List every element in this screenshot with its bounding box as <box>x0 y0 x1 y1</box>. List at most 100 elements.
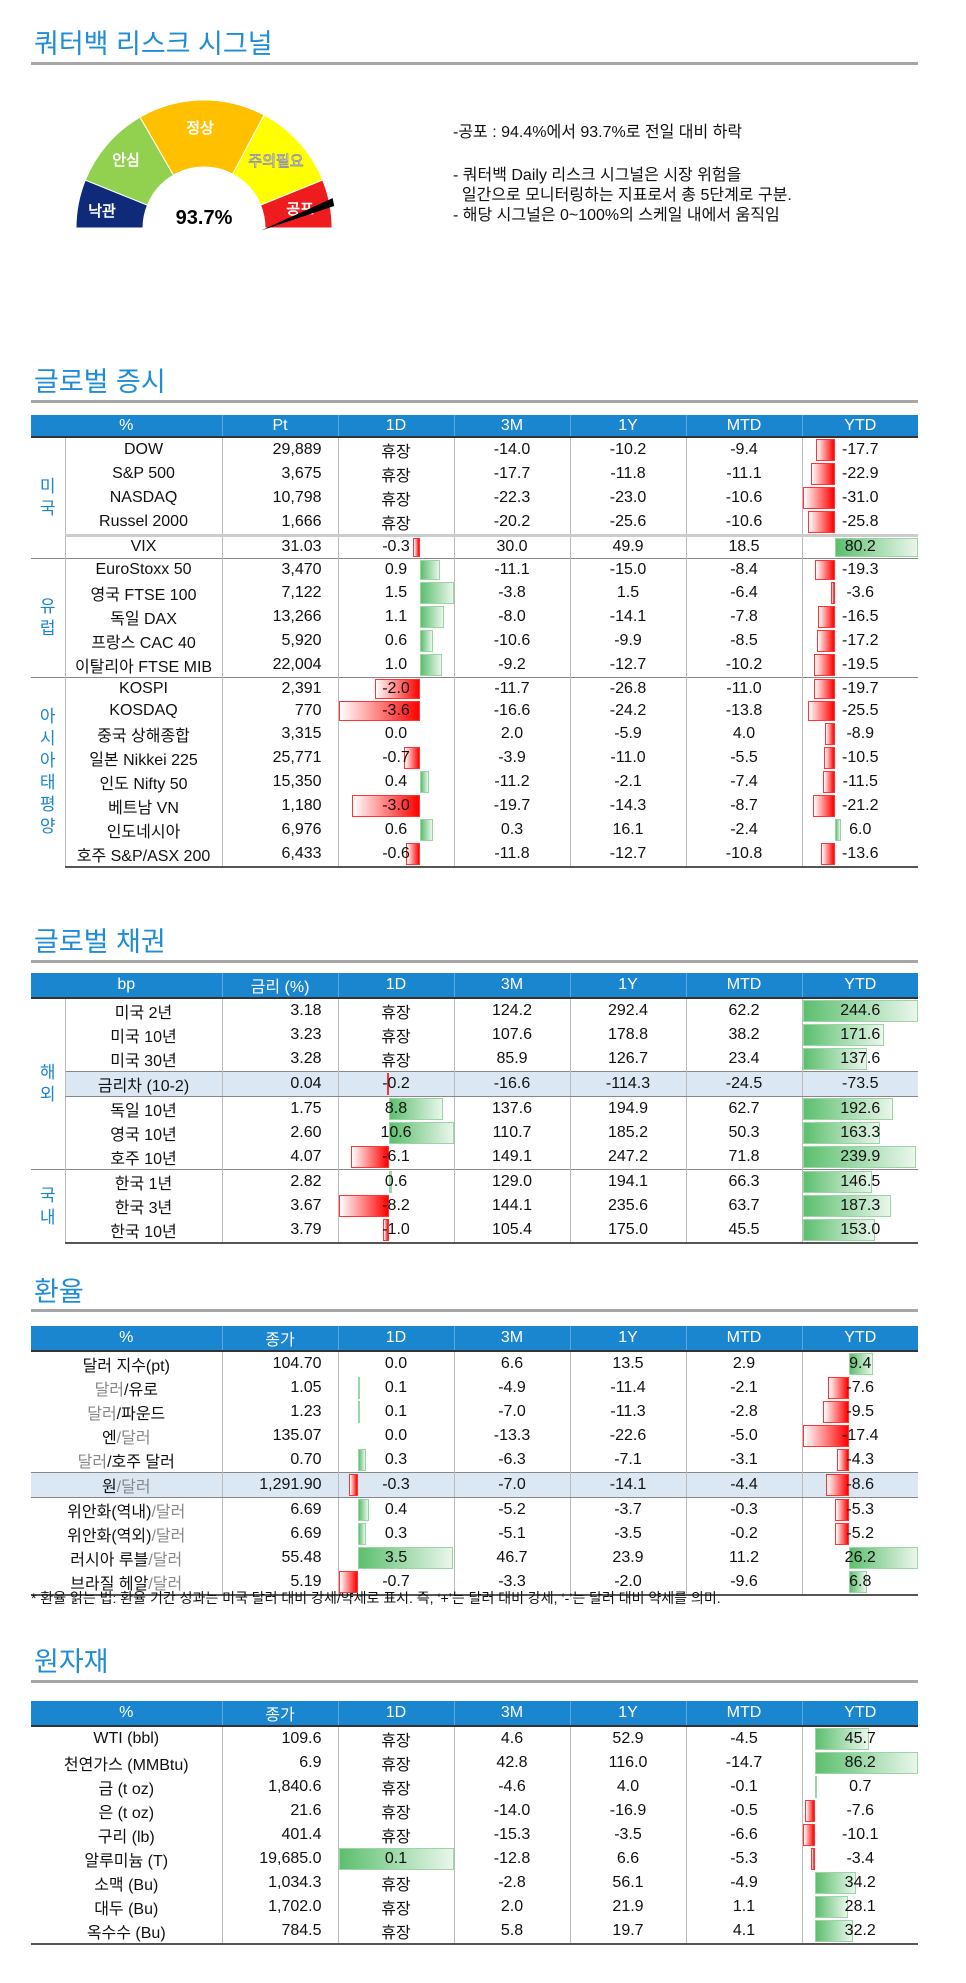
cell-1y: 13.5 <box>569 1351 686 1376</box>
cell-value: 146.5 <box>840 1173 881 1190</box>
cell-value: -1.0 <box>382 1221 410 1238</box>
cell-value: 10.6 <box>380 1124 412 1141</box>
cell-mtd: -0.3 <box>685 1497 802 1522</box>
cell-value: 34.2 <box>844 1874 876 1891</box>
cell-value: -2.0 <box>614 1573 642 1590</box>
cell-3m: -9.2 <box>453 652 571 677</box>
cell-value: -10.6 <box>493 631 531 649</box>
commodities-table: % 종가 1D 3M 1Y MTD YTD WTI (bbl) 109.6 휴장 4.6 52.9 -4… <box>31 1701 918 1945</box>
cell-3m: 46.7 <box>453 1546 570 1570</box>
cell-value: 56.1 <box>612 1874 644 1891</box>
cell-value: -8.5 <box>730 631 758 649</box>
cell-value: 0.0 <box>384 1355 408 1372</box>
cell-: 0.04 <box>221 1071 339 1097</box>
cell-value: -20.2 <box>493 513 531 530</box>
group-label: 해외 <box>39 1063 56 1104</box>
cell-ytd: -3.6 <box>801 580 919 605</box>
cell-value: -17.4 <box>842 1427 879 1444</box>
positive-bar <box>802 1122 880 1144</box>
cell-1y: -3.7 <box>569 1497 686 1522</box>
cell-pt: 7,122 <box>221 580 339 605</box>
positive-bar <box>388 1171 393 1193</box>
table-row: 이탈리아 FTSE MIB 22,004 1.0 -9.2 -12.7 -10.2 -19.… <box>31 652 919 677</box>
row-name: 알루미늄 (T) <box>84 1853 169 1870</box>
negative-bar <box>802 487 835 509</box>
cell-value: 19.7 <box>612 1922 644 1939</box>
cell-value: 22,004 <box>272 655 322 673</box>
row-name-part: /달러 <box>116 1430 151 1447</box>
row-name: 구리 (lb) <box>97 1829 155 1846</box>
cell-value: 0.4 <box>384 773 408 790</box>
cell-1y: -114.3 <box>569 1071 687 1097</box>
cell-value: -8.6 <box>846 1476 875 1493</box>
cell-: 2.82 <box>221 1169 339 1194</box>
gauge-needle <box>260 198 335 231</box>
cell-pt: 1,180 <box>221 794 339 818</box>
cell-3m: -22.3 <box>453 486 571 510</box>
cell-1y: -2.0 <box>569 1570 686 1596</box>
cell-value: -3.7 <box>614 1501 642 1518</box>
cell-mtd: -2.1 <box>685 1376 802 1400</box>
divider <box>31 400 918 403</box>
cell-ytd: 153.0 <box>801 1218 919 1244</box>
row-name-part: /달러 <box>148 1552 183 1569</box>
column-header: 3M <box>453 1326 570 1352</box>
bonds-title: 글로벌 채권 <box>34 927 166 957</box>
negative-bar <box>351 1146 389 1168</box>
cell-: 6.69 <box>221 1497 338 1522</box>
cell-value: 5.8 <box>500 1922 524 1939</box>
cell-value: -9.9 <box>614 631 642 649</box>
cell-pt: 5,920 <box>221 628 339 653</box>
cell-value: -4.9 <box>730 1874 758 1891</box>
cell-value: -14.7 <box>725 1754 763 1771</box>
table-row: 소맥 (Bu) 1,034.3 휴장 -2.8 56.1 -4.9 34.2 <box>31 1871 918 1895</box>
cell-value: 6.9 <box>299 1754 322 1771</box>
table-row: KOSDAQ 770 -3.6 -16.6 -24.2 -13.8 -25.5 <box>31 699 919 722</box>
cell-value: 6.69 <box>290 1501 322 1518</box>
cell-: 1.05 <box>221 1376 338 1400</box>
row-name: 호주 10년 <box>64 1145 223 1170</box>
cell-ytd: -21.2 <box>801 794 919 818</box>
cell-mtd: -11.1 <box>685 462 803 486</box>
table-row: 한국 3년 3.67 -8.2 144.1 235.6 63.7 187.3 <box>31 1194 919 1218</box>
cell-pt: 3,675 <box>221 462 339 486</box>
gauge-value: 93.7% <box>176 207 233 229</box>
row-name: Russel 2000 <box>64 510 223 536</box>
group-label: 아시아태평양 <box>39 707 56 837</box>
cell-1y: -11.8 <box>569 462 687 486</box>
row-name: S&P 500 <box>64 462 223 486</box>
cell-value: 11.2 <box>729 1549 759 1566</box>
cell-1y: 292.4 <box>569 998 687 1023</box>
table-row: 미국 30년 3.28 휴장 85.9 126.7 23.4 137.6 <box>31 1047 919 1072</box>
cell-1d: 휴장 <box>337 1047 455 1072</box>
cell-value: 116.0 <box>608 1754 648 1771</box>
cell-1d: 0.6 <box>337 1169 455 1194</box>
column-header: YTD <box>801 973 919 999</box>
cell-ytd: 32.2 <box>801 1919 918 1945</box>
cell-value: 45.7 <box>844 1730 876 1747</box>
cell-value: -10.2 <box>725 655 763 673</box>
column-header: 3M <box>453 973 571 999</box>
cell-1d: 0.1 <box>337 1847 454 1871</box>
cell-3m: 110.7 <box>453 1121 571 1145</box>
negative-bar <box>837 1449 849 1471</box>
column-header: % <box>31 1326 222 1352</box>
cell-value: -0.3 <box>730 1501 758 1518</box>
row-name: 러시아 루블/달러 <box>31 1546 222 1570</box>
cell-value: 0.6 <box>384 631 408 649</box>
cell-1d: 0.1 <box>337 1376 454 1400</box>
cell-mtd: -5.3 <box>685 1847 802 1871</box>
positive-bar <box>814 1728 870 1750</box>
cell-value: 105.4 <box>491 1221 533 1238</box>
cell-1d: -0.7 <box>337 1570 454 1596</box>
row-name-part: 달러 <box>77 1454 108 1471</box>
cell-1d: 0.4 <box>337 1497 454 1522</box>
table-row: 금리차 (10-2) 0.04 -0.2 -16.6 -114.3 -24.5 -73.5 <box>31 1071 919 1097</box>
cell-ytd: -19.7 <box>801 676 919 700</box>
row-name: 한국 10년 <box>64 1218 223 1244</box>
row-name: 독일 10년 <box>64 1096 223 1121</box>
cell-value: 21.9 <box>612 1898 644 1915</box>
cell-ytd: -8.6 <box>801 1472 918 1498</box>
cell-: 784.5 <box>221 1919 338 1945</box>
cell-value: -4.9 <box>498 1379 526 1396</box>
